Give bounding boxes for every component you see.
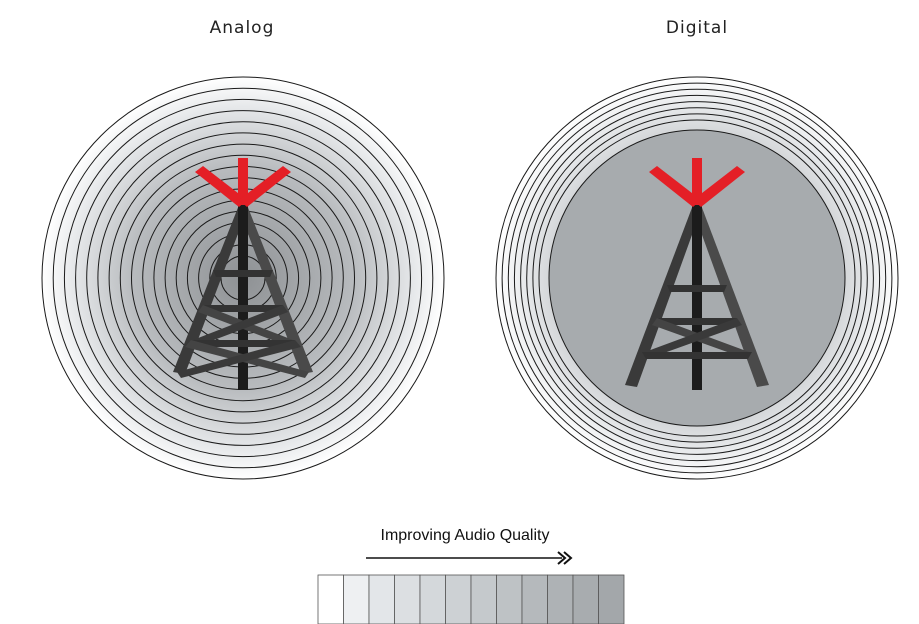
quality-swatch (521, 574, 548, 624)
signal-ring (513, 94, 881, 462)
signal-ring (507, 88, 887, 468)
quality-swatch (470, 574, 497, 624)
quality-swatch (572, 574, 599, 624)
signal-ring (86, 121, 400, 435)
signal-ring (526, 107, 868, 449)
quality-swatch (343, 574, 370, 624)
quality-swatch (598, 574, 625, 624)
analog-panel (41, 76, 445, 480)
digital-rings (495, 76, 899, 480)
signal-ring (75, 110, 411, 446)
signal-ring (495, 76, 899, 480)
quality-scale (317, 574, 625, 624)
quality-swatch (419, 574, 446, 624)
radio-tower-icon (625, 158, 769, 390)
quality-swatch (368, 574, 395, 624)
signal-ring (108, 143, 378, 413)
quality-swatch (547, 574, 574, 624)
signal-ring (63, 98, 423, 458)
quality-scale-label: Improving Audio Quality (380, 527, 550, 544)
signal-ring (532, 113, 862, 443)
signal-ring (520, 101, 874, 455)
quality-swatch (445, 574, 472, 624)
signal-ring (52, 87, 434, 469)
digital-title: Digital (665, 18, 729, 38)
radio-tower-icon (173, 158, 313, 390)
quality-swatch (496, 574, 523, 624)
signal-ring (97, 132, 389, 424)
signal-ring (538, 119, 856, 437)
quality-swatch (394, 574, 421, 624)
digital-panel (495, 76, 899, 480)
analog-title: Analog (209, 18, 275, 38)
signal-ring (41, 76, 445, 480)
signal-ring (501, 82, 893, 474)
quality-swatch (317, 574, 344, 624)
arrow-right-icon (366, 551, 573, 565)
analog-rings (41, 76, 445, 480)
signal-ring (119, 154, 367, 402)
